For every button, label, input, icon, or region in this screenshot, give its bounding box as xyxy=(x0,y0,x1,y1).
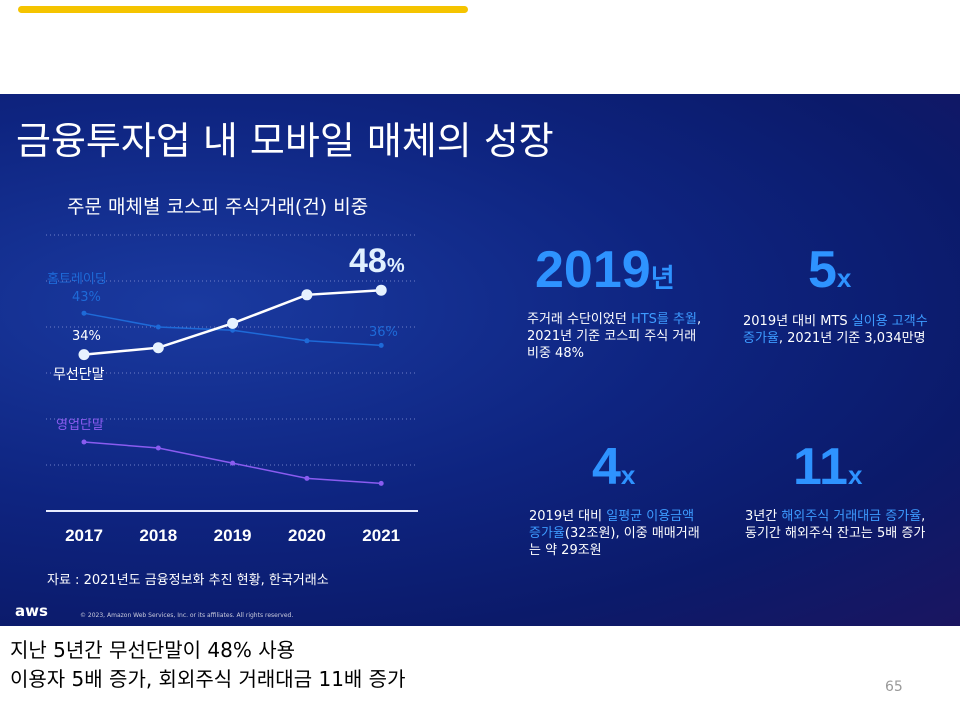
aws-logo: aws xyxy=(15,602,48,620)
data-label-hts-2021: 36% xyxy=(369,325,398,340)
data-label-wireless-2017: 34% xyxy=(72,329,101,344)
slide xyxy=(0,94,960,626)
data-label-hts-2017: 43% xyxy=(72,290,101,305)
data-point xyxy=(230,327,236,333)
stat-desc-2: 2019년 대비 MTS 실이용 고객수 증가율, 2021년 기준 3,034… xyxy=(743,314,928,346)
stat-big-4: 11x xyxy=(793,438,863,496)
progress-bar xyxy=(18,6,468,13)
data-point xyxy=(304,475,310,481)
note-line-2: 이용자 5배 증가, 회외주식 거래대금 11배 증가 xyxy=(10,667,406,691)
x-tick-label: 2021 xyxy=(362,526,400,545)
data-point xyxy=(81,439,87,445)
data-point xyxy=(155,324,161,330)
stat-big-2: 5x xyxy=(808,241,852,299)
data-point xyxy=(230,460,236,466)
slide-title: 금융투자업 내 모바일 매체의 성장 xyxy=(16,119,554,163)
data-point xyxy=(378,342,384,348)
series-label-hts: 홈트레이딩 xyxy=(47,272,107,287)
data-point xyxy=(81,310,87,316)
data-point xyxy=(155,445,161,451)
data-point xyxy=(78,349,90,361)
data-point xyxy=(301,289,313,301)
series-label-sales: 영업단말 xyxy=(56,418,104,433)
data-label-wireless-2021: 48% xyxy=(349,242,405,280)
stat-desc-1: 주거래 수단이었던 HTS를 추월, 2021년 기준 코스피 주식 거래 비중… xyxy=(527,312,702,361)
stat-big-3: 4x xyxy=(592,438,636,496)
data-point xyxy=(304,338,310,344)
page-number: 65 xyxy=(885,679,903,695)
copyright: © 2023, Amazon Web Services, Inc. or its… xyxy=(80,612,294,619)
data-point xyxy=(152,342,164,354)
note-line-1: 지난 5년간 무선단말이 48% 사용 xyxy=(10,638,296,662)
source-note: 자료 : 2021년도 금융정보화 추진 현황, 한국거래소 xyxy=(47,573,329,588)
stat-desc-3: 2019년 대비 일평균 이용금액 증가율(32조원), 이중 매매거래는 약 … xyxy=(529,509,700,558)
x-tick-label: 2020 xyxy=(288,526,326,545)
series-label-wireless: 무선단말 xyxy=(53,367,105,383)
chart-title: 주문 매체별 코스피 주식거래(건) 비중 xyxy=(67,196,369,218)
x-tick-label: 2019 xyxy=(214,526,252,545)
stat-desc-4: 3년간 해외주식 거래대금 증가율, 동기간 해외주식 잔고는 5배 증가 xyxy=(745,509,926,541)
x-tick-label: 2018 xyxy=(139,526,177,545)
data-point xyxy=(227,317,239,329)
stat-big-1: 2019년 xyxy=(535,241,675,299)
data-point xyxy=(378,480,384,486)
x-tick-label: 2017 xyxy=(65,526,103,545)
data-point xyxy=(375,284,387,296)
